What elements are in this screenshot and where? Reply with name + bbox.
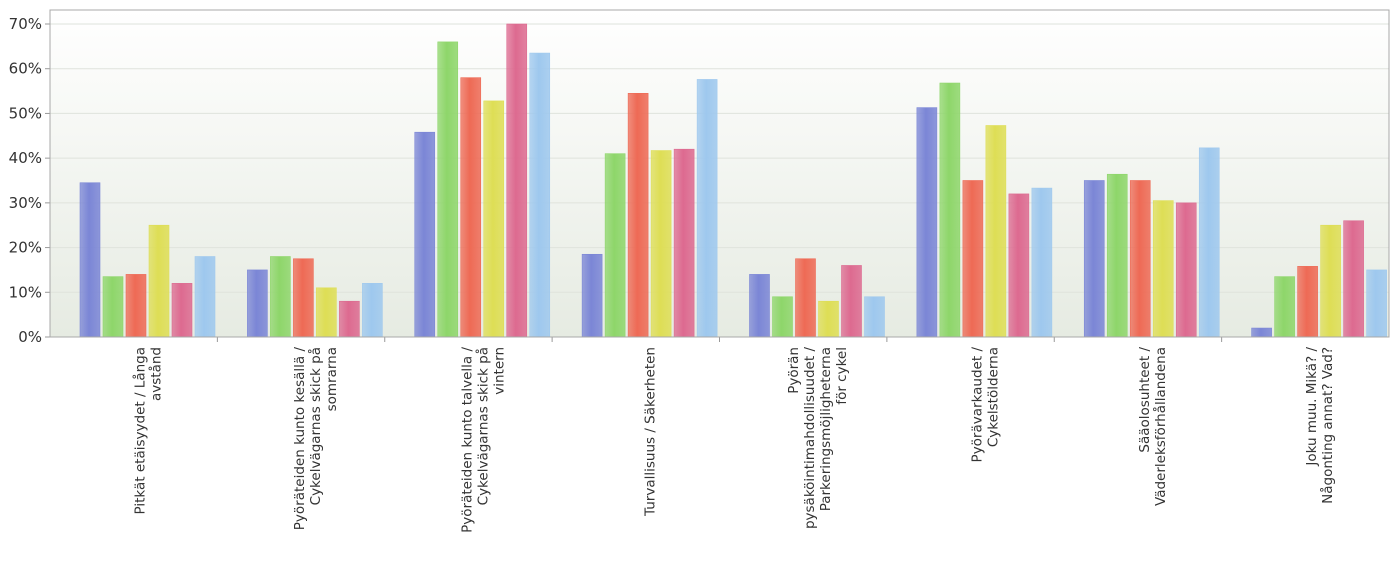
bar-4-4 (650, 150, 672, 338)
x-tick-label-line: Sääolosuhteet / (1137, 347, 1153, 453)
bar-8-1 (1251, 327, 1272, 338)
bar-7-3 (1129, 180, 1151, 338)
x-tick-label-line: Väderleksförhållandena (1152, 347, 1169, 506)
bar-1-4 (148, 224, 170, 338)
bar-4-1 (581, 253, 603, 338)
y-tick-label: 10% (9, 283, 42, 301)
x-tick-label: Pyöräteiden kunto kesällä /Cykelvägarnas… (292, 347, 340, 531)
x-tick-label: Joku muu. Mikä? /Någonting annat? Vad? (1304, 347, 1336, 504)
x-tick-label: Turvallisuus / Säkerheten (643, 347, 659, 517)
x-tick-label-line: Cykelvägarnas skick på (307, 347, 324, 505)
bar-7-1 (1083, 180, 1105, 338)
x-tick-label-line: Joku muu. Mikä? / (1304, 347, 1320, 467)
bar-5-4 (818, 300, 839, 338)
y-axis: 0% 10% 20% 30% 40% 50% 60% 70% (9, 15, 50, 346)
bar-5-1 (749, 274, 770, 338)
bar-6-2 (939, 82, 961, 338)
y-tick-label: 40% (9, 149, 42, 167)
x-tick-label: Pitkät etäisyydet / Långaavstånd (132, 347, 165, 514)
x-axis: Pitkät etäisyydet / Långaavstånd Pyörätei… (132, 337, 1336, 533)
x-tick-label-line: Cykelvägarnas skick på (474, 347, 491, 505)
bar-2-3 (293, 258, 314, 338)
x-tick-label-line: Parkeringsmöjligheterna (818, 347, 834, 511)
y-tick-label: 60% (9, 60, 42, 78)
x-tick-label-line: somrarna (324, 347, 340, 411)
bar-6-5 (1008, 193, 1030, 338)
y-tick-label: 0% (18, 328, 42, 346)
bar-8-2 (1274, 276, 1295, 338)
x-tick-label-line: pysäköintimahdollisuudet / (802, 347, 818, 529)
bar-8-4 (1320, 224, 1341, 338)
x-tick-label-line: Någonting annat? Vad? (1319, 347, 1336, 504)
bar-4-3 (627, 93, 649, 338)
bar-5-3 (795, 258, 816, 338)
bar-4-6 (696, 79, 718, 338)
bar-7-4 (1152, 200, 1174, 338)
bar-2-2 (270, 256, 291, 338)
bar-3-4 (483, 100, 505, 338)
x-tick-label-line: Pyörän (786, 347, 802, 394)
x-tick-label: Pyörävarkaudet /Cykelstölderna (969, 347, 1001, 463)
x-tick-label-line: för cykel (834, 347, 850, 405)
plot-frame (49, 9, 1390, 338)
bar-3-1 (414, 131, 436, 338)
bar-6-3 (962, 180, 984, 338)
y-tick-label: 70% (9, 15, 42, 33)
x-tick-label-line: Pyörävarkaudet / (969, 347, 985, 463)
x-tick-label-line: vintern (491, 347, 507, 395)
bar-7-2 (1106, 173, 1128, 338)
bar-8-5 (1343, 220, 1364, 338)
x-tick-label-line: Pyöräteiden kunto talvella / (459, 347, 475, 533)
bar-5-6 (864, 296, 885, 338)
bar-1-5 (171, 283, 193, 338)
bar-3-2 (437, 41, 459, 338)
bar-3-6 (529, 52, 551, 338)
bar-4-2 (604, 153, 626, 338)
bar-6-1 (916, 107, 938, 338)
bar-8-6 (1366, 269, 1387, 338)
x-tick-label-line: avstånd (148, 347, 165, 401)
bar-1-1 (79, 182, 101, 338)
bar-1-3 (125, 274, 147, 338)
x-tick-label-line: Cykelstölderna (985, 347, 1001, 447)
y-tick-label: 30% (9, 194, 42, 212)
bar-5-5 (841, 265, 862, 338)
bar-2-5 (339, 300, 360, 338)
x-tick-label-line: Pitkät etäisyydet / Långa (132, 347, 149, 514)
bar-6-4 (985, 125, 1007, 338)
bar-1-2 (102, 276, 124, 338)
bar-2-1 (247, 269, 268, 338)
bar-5-2 (772, 296, 793, 338)
bar-3-5 (506, 23, 528, 338)
bar-2-6 (362, 283, 383, 338)
bar-3-3 (460, 77, 482, 338)
x-tick-label-line: Pyöräteiden kunto kesällä / (292, 347, 308, 531)
y-tick-label: 50% (9, 104, 42, 122)
bar-4-5 (673, 148, 695, 338)
bar-8-3 (1297, 266, 1318, 338)
x-tick-label: Sääolosuhteet /Väderleksförhållandena (1137, 347, 1169, 506)
x-tick-label: Pyöräteiden kunto talvella /Cykelvägarna… (459, 347, 507, 533)
x-tick-label: Pyöränpysäköintimahdollisuudet /Parkerin… (786, 347, 850, 529)
bar-7-6 (1198, 147, 1220, 338)
y-tick-label: 20% (9, 239, 42, 257)
bar-7-5 (1175, 202, 1197, 338)
bar-6-6 (1031, 187, 1053, 338)
bar-2-4 (316, 287, 337, 338)
x-tick-label-line: Turvallisuus / Säkerheten (643, 347, 659, 517)
bar-1-6 (194, 256, 216, 338)
